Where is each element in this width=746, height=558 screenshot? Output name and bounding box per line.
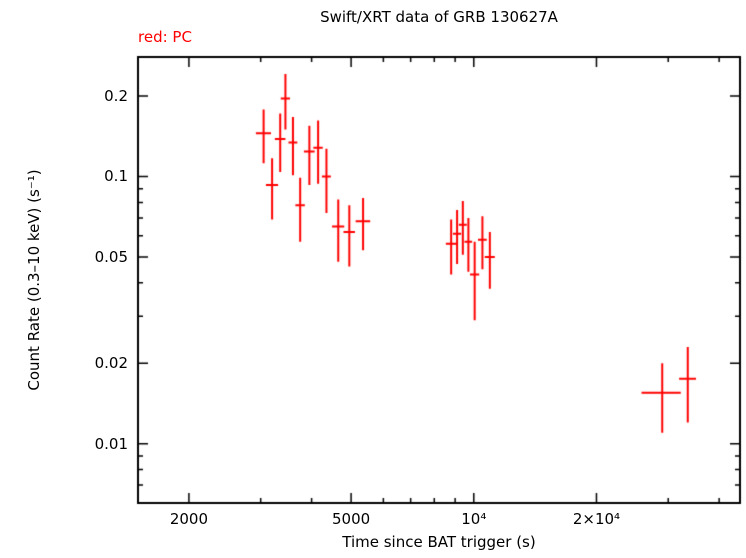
y-tick-label: 0.02 [94,354,128,373]
chart-title: Swift/XRT data of GRB 130627A [320,8,558,26]
y-tick-label: 0.1 [104,167,128,186]
mode-label: red: PC [138,28,192,46]
x-axis-label: Time since BAT trigger (s) [342,533,536,551]
x-tick-label: 10⁴ [461,510,487,528]
x-tick-label: 5000 [332,510,371,528]
y-tick-label: 0.2 [104,87,128,106]
y-tick-label: 0.01 [94,434,128,453]
x-tick-label: 2000 [169,510,208,528]
y-tick-label: 0.05 [94,247,128,266]
x-tick-label: 2×10⁴ [572,510,621,528]
